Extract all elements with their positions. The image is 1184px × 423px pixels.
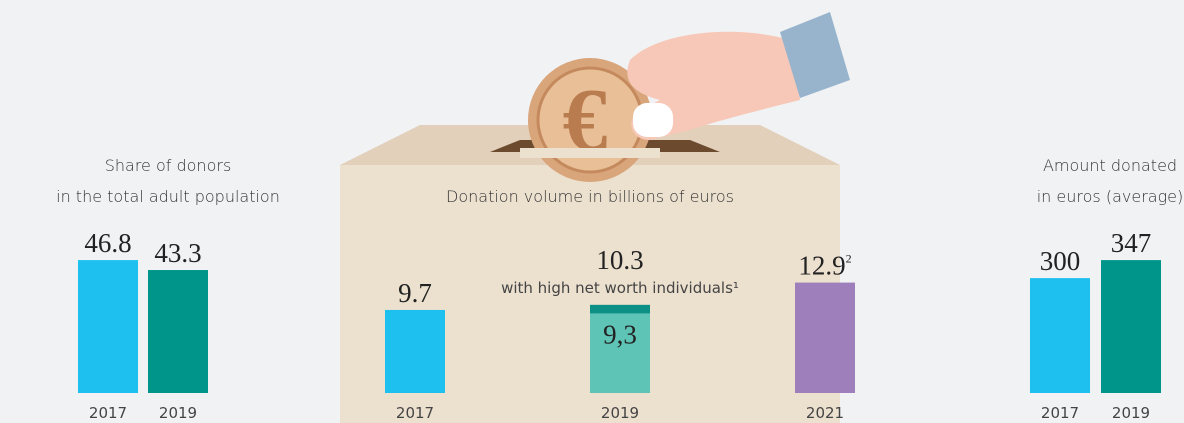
bar	[148, 270, 208, 393]
x-tick-label: 2017	[89, 404, 127, 422]
value-label: 347	[1111, 228, 1152, 258]
annotation: with high net worth individuals¹	[501, 279, 739, 297]
bar	[385, 309, 445, 393]
bar	[795, 282, 855, 393]
value-label: 10.3	[596, 245, 643, 275]
x-tick-label: 2017	[396, 404, 434, 422]
x-tick-label: 2021	[806, 404, 844, 422]
coin-hand: €	[520, 12, 850, 182]
value-label: 300	[1040, 246, 1081, 276]
value-label: 46.8	[84, 228, 131, 258]
footnote-mark: 2	[846, 252, 852, 266]
x-tick-label: 2019	[159, 404, 197, 422]
bar	[1030, 278, 1090, 393]
value-label: 12.92	[798, 251, 851, 281]
chart-title: Donation volume in billions of euros	[446, 187, 734, 206]
x-tick-label: 2017	[1041, 404, 1079, 422]
bar	[1101, 260, 1161, 393]
inner-bar	[590, 313, 650, 393]
inner-label: 9,3	[603, 319, 637, 349]
bar	[78, 260, 138, 393]
chart-title: in the total adult population	[56, 187, 280, 206]
chart-title: in euros (average)	[1037, 187, 1184, 206]
x-tick-label: 2019	[601, 404, 639, 422]
value-label: 9.7	[398, 278, 432, 308]
x-tick-label: 2019	[1112, 404, 1150, 422]
chart-title: Share of donors	[105, 156, 232, 175]
value-label: 43.3	[154, 238, 201, 268]
chart-title: Amount donated	[1043, 156, 1177, 175]
